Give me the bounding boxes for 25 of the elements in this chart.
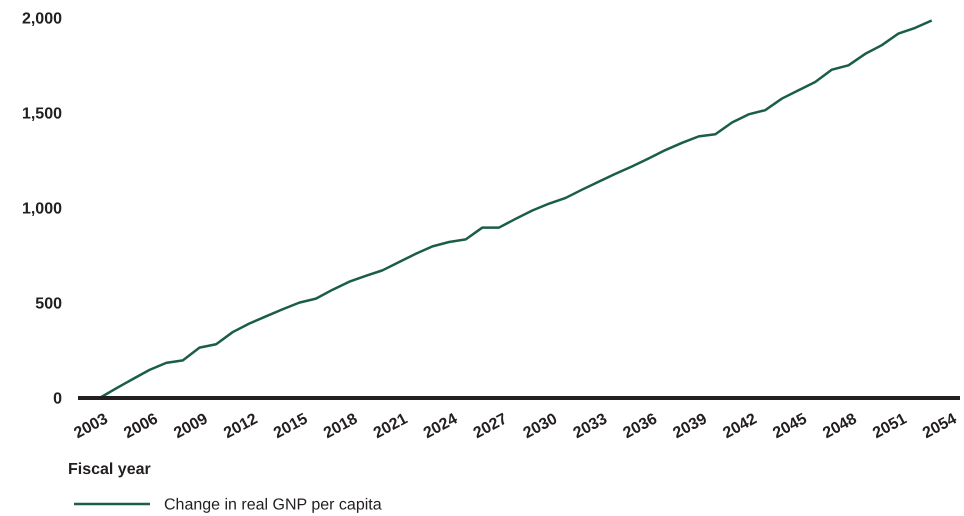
y-tick-label: 2,000	[22, 10, 62, 28]
y-tick-label: 1,000	[22, 200, 62, 218]
x-tick-label: 2030	[520, 410, 560, 442]
x-tick-label: 2015	[271, 410, 311, 442]
x-tick-label: 2006	[121, 410, 161, 442]
x-tick-label: 2051	[870, 410, 910, 442]
y-tick-label: 1,500	[22, 106, 62, 123]
x-tick-label: 2024	[420, 410, 460, 442]
x-tick-label: 2012	[221, 410, 261, 442]
x-tick-label: 2045	[770, 410, 810, 442]
x-tick-label: 2048	[820, 410, 860, 442]
x-tick-label: 2021	[370, 410, 410, 442]
x-axis-title: Fiscal year	[68, 461, 151, 478]
x-tick-label: 2054	[920, 410, 960, 442]
x-tick-label: 2036	[620, 410, 660, 442]
legend-label: Change in real GNP per capita	[164, 496, 382, 514]
x-tick-label: 2009	[171, 410, 211, 442]
x-tick-label: 2042	[720, 410, 760, 442]
x-tick-label: 2027	[470, 410, 510, 442]
x-tick-label: 2003	[71, 410, 111, 442]
x-tick-label: 2018	[320, 410, 360, 442]
x-tick-label: 2033	[570, 410, 610, 442]
x-tick-label: 2039	[670, 410, 710, 442]
y-tick-label: 0	[53, 390, 62, 408]
y-tick-label: 500	[35, 296, 62, 313]
